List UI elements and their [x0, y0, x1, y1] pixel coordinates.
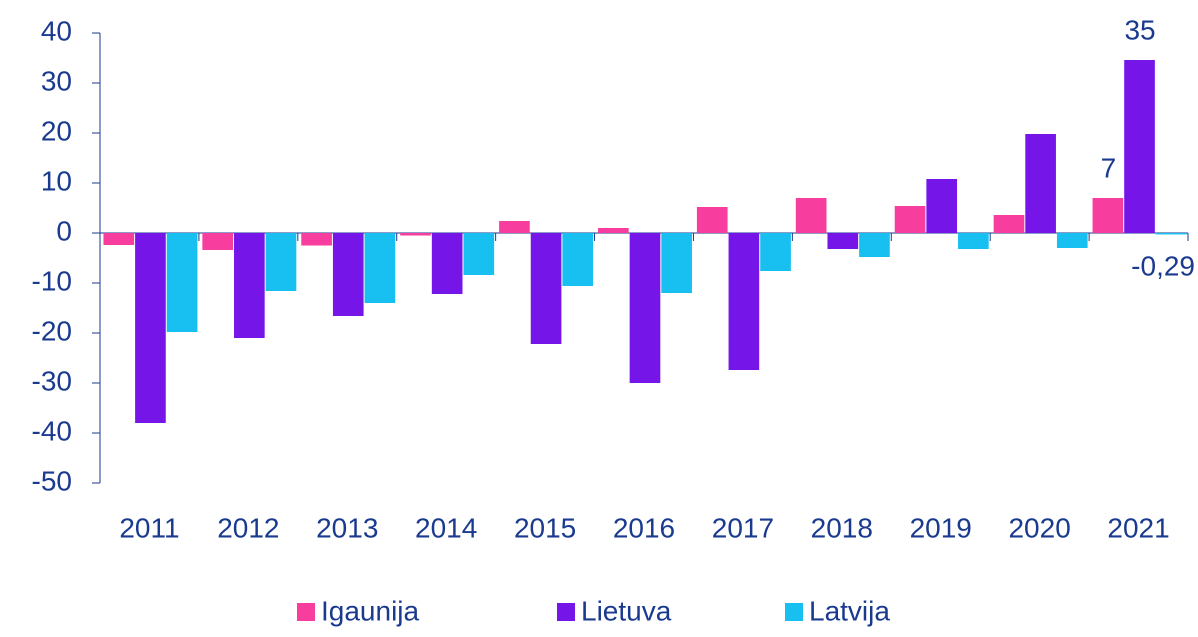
y-tick-label: 30 [41, 65, 72, 96]
bar [135, 233, 166, 423]
bar [598, 228, 629, 233]
bar [234, 233, 265, 338]
bar [431, 233, 463, 294]
bar [795, 198, 827, 233]
bar [103, 233, 135, 245]
bar [661, 233, 692, 293]
bar [696, 207, 728, 233]
data-label: -0,29 [1131, 250, 1195, 281]
x-tick-label: 2012 [217, 512, 279, 543]
x-tick-label: 2013 [316, 512, 378, 543]
y-tick-label: -50 [32, 465, 72, 496]
bar [859, 233, 890, 257]
bar [629, 233, 661, 383]
y-tick-label: 10 [41, 165, 72, 196]
bar [1092, 198, 1124, 233]
data-label: 35 [1124, 14, 1155, 45]
bar [530, 233, 562, 344]
y-tick-label: 0 [56, 215, 72, 246]
bar [562, 233, 594, 286]
legend-label: Igaunija [321, 595, 420, 626]
bar [332, 233, 364, 316]
bar [827, 233, 859, 249]
legend-swatch [785, 603, 803, 621]
y-tick-label: -10 [32, 265, 72, 296]
bar [202, 233, 234, 250]
y-tick-label: -30 [32, 365, 72, 396]
x-tick-label: 2021 [1107, 512, 1169, 543]
bar [463, 233, 495, 275]
x-tick-label: 2020 [1008, 512, 1070, 543]
y-tick-label: 40 [41, 15, 72, 46]
x-tick-label: 2018 [811, 512, 873, 543]
y-tick-label: 20 [41, 115, 72, 146]
y-tick-label: -20 [32, 315, 72, 346]
bar [728, 233, 760, 370]
bar [894, 206, 926, 233]
bar [926, 179, 958, 233]
legend-swatch [557, 603, 575, 621]
bar [301, 233, 332, 246]
bar [166, 233, 198, 332]
y-tick-label: -40 [32, 415, 72, 446]
x-tick-label: 2011 [119, 512, 179, 543]
bar [760, 233, 791, 271]
bar [400, 233, 431, 236]
bar [265, 233, 297, 291]
bar [958, 233, 989, 249]
bar [1025, 134, 1056, 233]
bar [1124, 60, 1155, 233]
bar [364, 233, 396, 303]
bar [993, 215, 1025, 233]
x-tick-label: 2019 [910, 512, 972, 543]
legend-swatch [297, 603, 315, 621]
legend-label: Latvija [809, 595, 890, 626]
x-tick-label: 2017 [712, 512, 774, 543]
x-tick-label: 2014 [415, 512, 477, 543]
x-tick-label: 2016 [613, 512, 675, 543]
legend-label: Lietuva [581, 595, 672, 626]
data-label: 7 [1101, 152, 1117, 183]
x-tick-label: 2015 [514, 512, 576, 543]
bar [1056, 233, 1088, 248]
bar [499, 221, 530, 233]
bar [1155, 233, 1187, 235]
